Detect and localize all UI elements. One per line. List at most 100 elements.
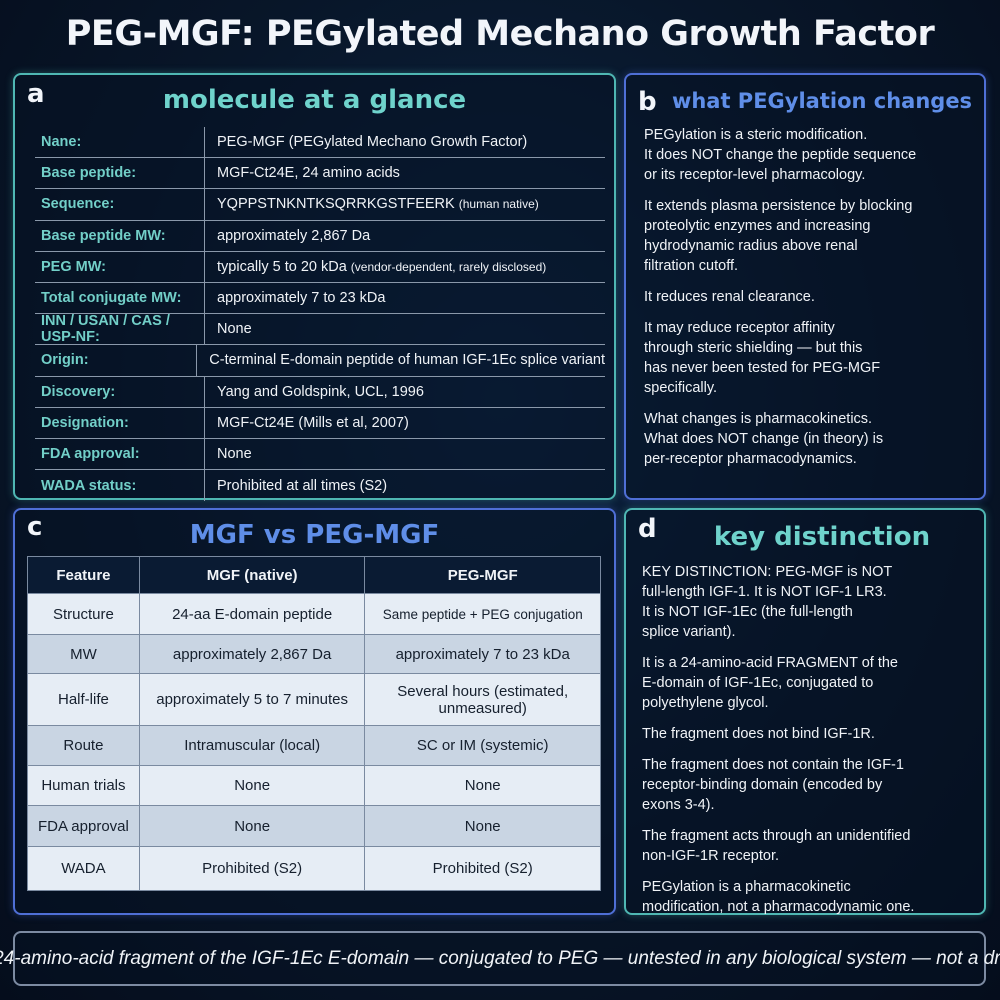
fact-value-text: YQPPSTNKNTKSQRRKGSTFEERK xyxy=(217,196,455,213)
table-cell-feature: Route xyxy=(27,725,140,766)
panel-letter-d: d xyxy=(638,514,657,544)
table-cell-peg-mgf: approximately 7 to 23 kDa xyxy=(364,634,601,674)
panel-mgf-vs-peg-mgf: c MGF vs PEG-MGF Feature MGF (native) PE… xyxy=(13,508,616,915)
table-cell-mgf: None xyxy=(138,765,366,806)
fact-row: Nane: PEG-MGF (PEGylated Mechano Growth F… xyxy=(35,127,605,159)
table-cell-mgf: None xyxy=(138,805,366,847)
panel-b-paragraph: It reduces renal clearance. xyxy=(644,287,980,307)
panel-d-line: The fragment acts through an unidentifie… xyxy=(642,828,911,844)
panel-b-line: filtration cutoff. xyxy=(644,258,739,274)
table-cell-mgf: approximately 5 to 7 minutes xyxy=(138,673,366,726)
panel-d-line: polyethylene glycol. xyxy=(642,695,769,711)
fact-value: Yang and Goldspink, UCL, 1996 xyxy=(205,384,424,400)
panel-b-line: It reduces renal clearance. xyxy=(644,289,815,305)
fact-row: Origin: C-terminal E-domain peptide of hu… xyxy=(35,345,605,377)
page-title: PEG-MGF: PEGylated Mechano Growth Factor xyxy=(65,14,935,54)
panel-b-paragraph: PEGylation is a steric modification. It d… xyxy=(644,125,980,185)
fact-value-text: PEG-MGF (PEGylated Mechano Growth Factor… xyxy=(217,134,528,151)
fact-value: MGF-Ct24E, 24 amino acids xyxy=(205,165,400,181)
table-row: FDA approval None None xyxy=(27,805,601,847)
facts-table: Nane: PEG-MGF (PEGylated Mechano Growth F… xyxy=(35,127,605,502)
table-row: WADA Prohibited (S2) Prohibited (S2) xyxy=(27,846,601,891)
fact-label: Nane: xyxy=(35,127,205,158)
fact-value-text: MGF-Ct24E (Mills et al, 2007) xyxy=(217,414,409,431)
table-cell-feature: MW xyxy=(27,634,140,674)
table-row: Route Intramuscular (local) SC or IM (syst… xyxy=(27,725,601,766)
fact-value: None xyxy=(205,321,252,337)
panel-b-line: specifically. xyxy=(644,380,718,396)
fact-row: Designation: MGF-Ct24E (Mills et al, 2007… xyxy=(35,407,605,439)
fact-row: WADA status: Prohibited at all times (S2) xyxy=(35,470,605,502)
panel-c-heading: MGF vs PEG-MGF xyxy=(189,520,440,550)
panel-molecule-at-a-glance: a molecule at a glance Nane: PEG-MGF (PEG… xyxy=(13,73,616,502)
fact-row: INN / USAN / CAS / USP-NF: None xyxy=(35,313,605,346)
panel-b-line: PEGylation is a steric modification. xyxy=(644,127,868,143)
fact-value-text: MGF-Ct24E, 24 amino acids xyxy=(217,165,400,182)
fact-value-text: None xyxy=(217,445,252,462)
panel-d-heading: key distinction xyxy=(713,522,931,552)
fact-value-note: (human native) xyxy=(458,197,539,212)
fact-row: FDA approval: None xyxy=(35,438,605,471)
panel-d-line: It is NOT IGF-1Ec (the full-length xyxy=(642,604,853,620)
panel-d-line: receptor-binding domain (encoded by xyxy=(642,777,883,793)
panel-b-paragraph: What changes is pharmacokinetics. What do… xyxy=(644,409,980,469)
panel-a-heading: molecule at a glance xyxy=(162,85,467,115)
panel-b-body: PEGylation is a steric modification. It d… xyxy=(644,125,980,480)
panel-d-paragraph: The fragment does not bind IGF-1R. xyxy=(642,724,982,744)
fact-row: Sequence: YQPPSTNKNTKSQRRKGSTFEERK (human… xyxy=(35,189,605,221)
fact-value-text: Yang and Goldspink, UCL, 1996 xyxy=(217,383,424,400)
panel-d-paragraph: PEGylation is a pharmacokinetic modificat… xyxy=(642,877,982,917)
fact-row: Base peptide MW: approximately 2,867 Da xyxy=(35,220,605,252)
panel-b-line: proteolytic enzymes and increasing xyxy=(644,218,871,234)
panel-d-paragraph: The fragment acts through an unidentifie… xyxy=(642,826,982,866)
fact-value-text: typically 5 to 20 kDa xyxy=(217,258,347,275)
table-cell-feature: WADA xyxy=(27,846,140,891)
table-cell-peg-mgf: Several hours (estimated, unmeasured) xyxy=(364,673,601,726)
panel-b-line: It may reduce receptor affinity xyxy=(644,320,835,336)
fact-label: Total conjugate MW: xyxy=(35,282,205,314)
header-mgf-native: MGF (native) xyxy=(138,556,366,594)
fact-value-note: (vendor-dependent, rarely disclosed) xyxy=(350,259,547,274)
fact-value: PEG-MGF (PEGylated Mechano Growth Factor… xyxy=(205,134,527,150)
table-cell-mgf: Prohibited (S2) xyxy=(138,846,366,891)
header-peg-mgf: PEG-MGF xyxy=(364,556,601,594)
fact-row: Total conjugate MW: approximately 7 to 23… xyxy=(35,282,605,315)
fact-row: PEG MW: typically 5 to 20 kDa (vendor-dep… xyxy=(35,251,605,283)
panel-d-line: The fragment does not contain the IGF-1 xyxy=(642,757,904,773)
table-cell-peg-mgf: Prohibited (S2) xyxy=(364,846,601,891)
table-cell-peg-mgf: SC or IM (systemic) xyxy=(364,725,601,766)
fact-label: Origin: xyxy=(35,345,198,376)
table-cell-mgf: Intramuscular (local) xyxy=(138,725,366,766)
panel-d-paragraph: It is a 24-amino-acid FRAGMENT of the E-d… xyxy=(642,653,982,713)
fact-label: WADA status: xyxy=(35,470,205,502)
panel-b-line: It extends plasma persistence by blockin… xyxy=(644,198,913,214)
comparison-table: Feature MGF (native) PEG-MGF Structure 24… xyxy=(27,556,601,891)
header-feature: Feature xyxy=(27,556,140,594)
table-row: MW approximately 2,867 Da approximately 7 … xyxy=(27,634,601,674)
panel-d-line: KEY DISTINCTION: PEG-MGF is NOT xyxy=(642,564,893,580)
panel-letter-c: c xyxy=(27,512,43,542)
panel-d-line: The fragment does not bind IGF-1R. xyxy=(642,726,875,742)
panel-d-body: KEY DISTINCTION: PEG-MGF is NOT full-leng… xyxy=(642,562,982,928)
fact-value: None xyxy=(205,446,252,462)
panel-d-line: full-length IGF-1. It is NOT IGF-1 LR3. xyxy=(642,584,887,600)
panel-b-paragraph: It may reduce receptor affinity through s… xyxy=(644,318,980,398)
fact-value: approximately 7 to 23 kDa xyxy=(205,290,385,306)
fact-value: MGF-Ct24E (Mills et al, 2007) xyxy=(205,415,409,431)
fact-value: typically 5 to 20 kDa (vendor-dependent,… xyxy=(205,259,546,275)
panel-b-line: per-receptor pharmacodynamics. xyxy=(644,451,857,467)
fact-value-text: C-terminal E-domain peptide of human IGF… xyxy=(209,352,605,369)
fact-value: C-terminal E-domain peptide of human IGF… xyxy=(197,352,605,368)
panel-b-line: has never been tested for PEG-MGF xyxy=(644,360,881,376)
panel-d-paragraph: KEY DISTINCTION: PEG-MGF is NOT full-leng… xyxy=(642,562,982,642)
fact-label: PEG MW: xyxy=(35,251,205,282)
fact-label: Designation: xyxy=(35,407,205,438)
table-cell-mgf: 24-aa E-domain peptide xyxy=(138,593,366,635)
table-cell-mgf: approximately 2,867 Da xyxy=(138,634,366,674)
fact-value: YQPPSTNKNTKSQRRKGSTFEERK (human native) xyxy=(205,196,539,212)
fact-row: Discovery: Yang and Goldspink, UCL, 1996 xyxy=(35,376,605,408)
panel-d-line: It is a 24-amino-acid FRAGMENT of the xyxy=(642,655,898,671)
table-cell-peg-mgf: None xyxy=(364,805,601,847)
panel-b-line: or its receptor-level pharmacology. xyxy=(644,167,866,183)
table-row: Half-life approximately 5 to 7 minutes Sev… xyxy=(27,673,601,726)
